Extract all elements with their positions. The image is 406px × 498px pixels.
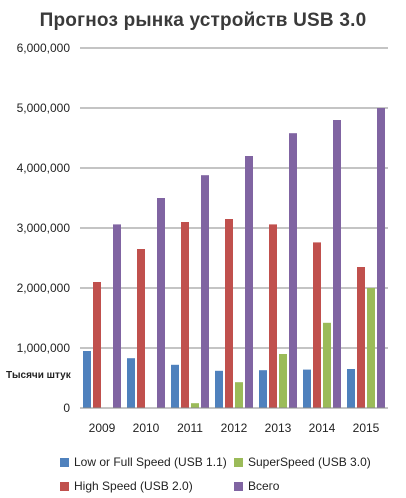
x-tick-label: 2013 [265,421,292,435]
bar [313,242,321,408]
bar [323,322,331,408]
bar [93,282,101,408]
legend-label: High Speed (USB 2.0) [74,479,193,493]
x-tick-label: 2015 [353,421,380,435]
legend-item-usb11: Low or Full Speed (USB 1.1) [60,455,227,469]
y-tick-label: 6,000,000 [17,41,71,55]
bar [333,120,341,408]
bar [367,288,375,408]
legend-item-total: Всего [234,479,279,493]
bar [377,108,385,408]
bar [181,222,189,408]
bar [83,351,91,408]
bar [191,403,199,408]
bar [201,175,209,408]
bar [225,219,233,408]
legend-item-usb20: High Speed (USB 2.0) [60,479,193,493]
bar [127,358,135,408]
bar [289,133,297,408]
y-tick-label: 4,000,000 [17,161,71,175]
x-tick-label: 2011 [177,421,203,435]
bar [259,370,267,408]
x-tick-label: 2010 [133,421,160,435]
x-tick-label: 2014 [309,421,336,435]
chart-title: Прогноз рынка устройств USB 3.0 [39,10,367,31]
y-tick-label: 1,000,000 [17,341,71,355]
y-tick-label: 5,000,000 [17,101,71,115]
bar [347,369,355,408]
bar [171,364,179,408]
bar [245,156,253,408]
y-tick-label: 0 [63,401,70,415]
x-tick-label: 2009 [89,421,116,435]
y-tick-label: 2,000,000 [17,281,71,295]
bar [113,224,121,408]
bar [235,382,243,408]
legend-swatch [60,481,69,491]
bar [303,369,311,408]
legend-label: SuperSpeed (USB 3.0) [248,455,371,469]
y-axis-label: Тысячи штук [6,370,71,381]
y-tick-label: 3,000,000 [17,221,71,235]
bar [357,267,365,408]
bar [157,198,165,408]
bar [137,249,145,408]
bar [215,370,223,408]
legend-swatch [234,481,243,491]
legend-item-usb30: SuperSpeed (USB 3.0) [234,455,371,469]
x-tick-label: 2012 [221,421,248,435]
legend-label: Low or Full Speed (USB 1.1) [74,455,227,469]
bar [279,354,287,408]
legend-swatch [60,457,69,467]
legend-swatch [234,457,243,467]
legend-label: Всего [248,479,280,493]
bar [269,224,277,408]
